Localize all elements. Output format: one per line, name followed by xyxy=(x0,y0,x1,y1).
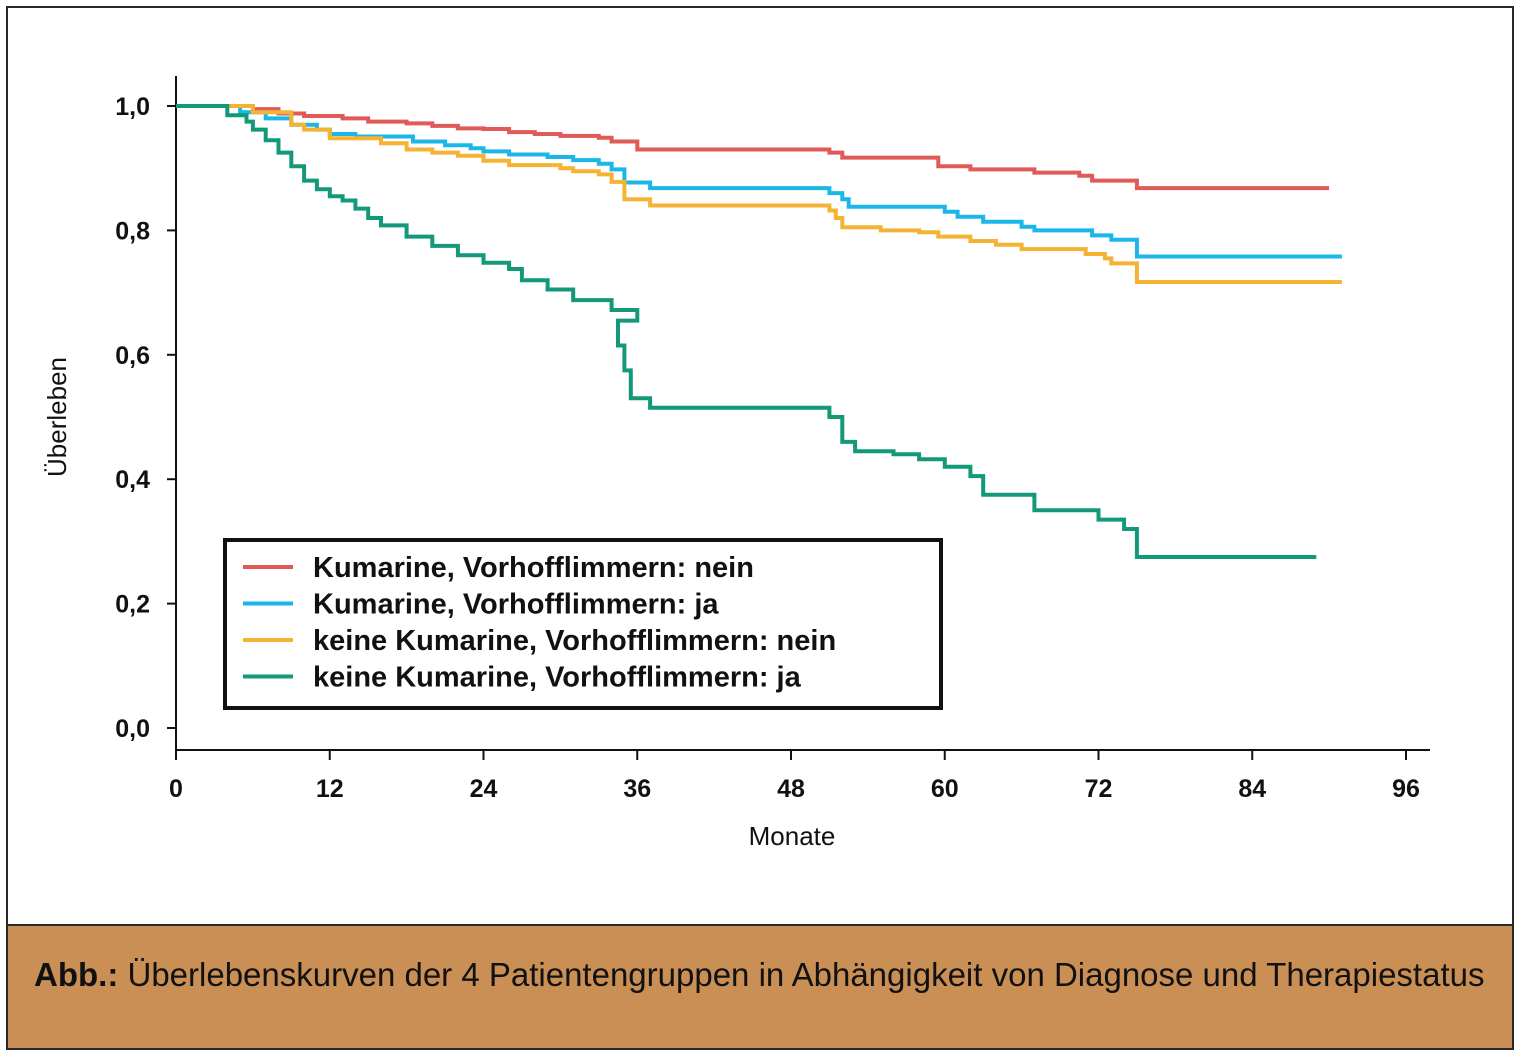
series-line-1 xyxy=(176,104,1330,191)
legend-label-4: keine Kumarine, Vorhofflimmern: ja xyxy=(313,662,802,694)
y-tick-label: 1,0 xyxy=(115,93,150,121)
chart-series xyxy=(176,104,1342,559)
legend-label-3: keine Kumarine, Vorhofflimmern: nein xyxy=(313,625,836,657)
x-tick-label: 60 xyxy=(931,775,959,803)
y-tick-label: 0,4 xyxy=(115,466,150,494)
x-tick-label: 24 xyxy=(470,775,498,803)
legend-label-2: Kumarine, Vorhofflimmern: ja xyxy=(313,589,719,621)
figure-frame xyxy=(6,6,1514,1050)
x-tick-label: 84 xyxy=(1238,775,1266,803)
y-tick-label: 0,0 xyxy=(115,715,150,743)
survival-chart: 0,0 0,2 0,4 0,6 0,8 1,0 0 12 24 36 48 60 72 84 96 Mona… xyxy=(42,76,1430,851)
x-tick-label: 0 xyxy=(169,775,183,803)
series-line-3 xyxy=(176,104,1342,284)
series-line-4 xyxy=(176,104,1317,559)
x-tick-label: 72 xyxy=(1085,775,1113,803)
x-axis-title: Monate xyxy=(749,821,836,851)
y-tick-label: 0,6 xyxy=(115,342,150,370)
y-axis-title: Überleben xyxy=(42,357,72,477)
x-tick-label: 96 xyxy=(1392,775,1420,803)
caption-text: Überlebenskurven der 4 Patientengruppen … xyxy=(118,956,1485,993)
caption-label: Abb.: xyxy=(34,956,119,993)
y-tick-label: 0,8 xyxy=(115,217,150,245)
series-line-2 xyxy=(176,104,1342,259)
y-tick-label: 0,2 xyxy=(115,591,150,619)
figure-caption: Abb.: Überlebenskurven der 4 Patientengr… xyxy=(8,924,1512,1048)
legend-box xyxy=(223,538,943,710)
x-tick-label: 36 xyxy=(623,775,651,803)
legend-label-1: Kumarine, Vorhofflimmern: nein xyxy=(313,552,754,584)
chart-legend: Kumarine, Vorhofflimmern: nein Kumarine, … xyxy=(223,538,943,710)
x-tick-label: 12 xyxy=(316,775,344,803)
x-tick-label: 48 xyxy=(777,775,805,803)
chart-axes: 0,0 0,2 0,4 0,6 0,8 1,0 0 12 24 36 48 60 72 84 96 xyxy=(115,76,1430,803)
